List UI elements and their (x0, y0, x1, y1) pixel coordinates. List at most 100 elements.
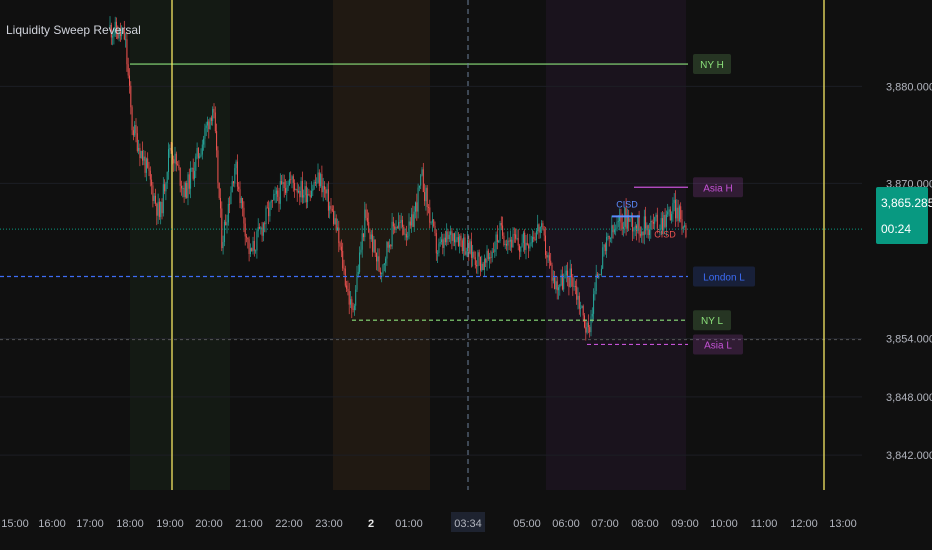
candle-body-306 (507, 240, 509, 246)
candle-body-365 (584, 315, 585, 328)
candle-body-59 (186, 183, 188, 198)
candle-body-404 (634, 225, 636, 230)
candle-body-439 (680, 206, 682, 220)
candle-body-197 (365, 209, 367, 218)
candle-body-199 (368, 222, 370, 233)
candle-body-259 (446, 231, 448, 243)
candle-body-384 (608, 235, 610, 240)
candle-body-441 (682, 226, 684, 229)
candle-body-81 (214, 112, 216, 132)
candle-body-25 (142, 150, 143, 161)
candle-body-78 (210, 117, 212, 121)
x-tick-label-2: 17:00 (76, 518, 104, 530)
candle-body-394 (621, 222, 623, 229)
candle-body-381 (604, 244, 606, 251)
candle-body-135 (285, 188, 286, 193)
y-axis[interactable]: 3,880.0003,870.0003,854.0003,848.0003,84… (886, 81, 932, 462)
candle-body-340 (551, 265, 553, 281)
candle-body-175 (337, 227, 338, 231)
candle-body-437 (677, 207, 679, 221)
candle-body-423 (659, 229, 661, 231)
candle-body-416 (650, 220, 652, 230)
candle-body-179 (342, 250, 344, 269)
candle-body-351 (565, 270, 567, 276)
candle-body-304 (504, 244, 506, 245)
candle-body-361 (578, 295, 580, 309)
x-tick-label-9: 2 (368, 518, 374, 530)
candle-body-61 (188, 174, 190, 189)
candle-body-66 (195, 156, 197, 171)
candle-body-140 (291, 176, 293, 180)
candle-body-240 (421, 169, 423, 176)
x-axis[interactable]: 15:00 16:00 17:00 18:00 19:00 20:00 21:00 22:00… (1, 512, 857, 532)
level-label-0: NY H (700, 60, 724, 71)
candle-body-217 (391, 221, 393, 247)
candle-body-312 (515, 234, 517, 239)
candle-body-435 (675, 199, 676, 219)
candle-body-108 (249, 248, 251, 255)
candle-body-55 (181, 185, 182, 189)
candle-body-23 (139, 147, 141, 159)
candle-body-297 (495, 234, 497, 250)
candle-body-288 (483, 259, 485, 271)
candle-body-352 (567, 270, 569, 278)
candle-body-364 (582, 306, 584, 316)
candle-body-99 (238, 186, 240, 190)
candle-body-56 (182, 187, 184, 189)
candle-body-247 (430, 222, 432, 224)
candle-body-395 (623, 226, 624, 229)
candle-body-339 (550, 260, 552, 266)
candle-body-60 (187, 174, 189, 198)
candle-body-45 (168, 149, 169, 173)
candle-body-14 (127, 64, 129, 76)
candle-body-265 (454, 233, 455, 243)
candle-body-54 (179, 167, 181, 186)
candle-body-248 (431, 219, 433, 223)
candle-body-119 (264, 223, 266, 225)
candle-body-317 (521, 242, 523, 247)
candle-body-355 (571, 268, 572, 278)
candle-body-390 (616, 221, 618, 229)
candle-body-253 (438, 243, 440, 253)
candle-body-209 (381, 272, 383, 274)
level-label-bg-1 (693, 177, 743, 198)
candle-body-359 (576, 286, 578, 300)
candle-body-260 (447, 231, 449, 240)
candle-body-335 (545, 235, 546, 256)
candle-body-210 (382, 265, 384, 273)
candle-body-354 (569, 268, 571, 287)
candle-body-263 (451, 231, 453, 241)
candle-body-327 (534, 238, 536, 240)
candle-body-368 (587, 322, 589, 328)
candle-body-324 (530, 242, 532, 244)
candle-body-360 (577, 295, 579, 300)
candle-body-6 (117, 33, 119, 39)
candle-body-95 (233, 181, 234, 184)
candle-body-196 (364, 209, 366, 238)
candle-body-124 (270, 200, 272, 203)
candle-body-41 (162, 184, 164, 214)
x-tick-label-18: 11:00 (751, 518, 778, 530)
y-tick-label-3: 3,848.000 (886, 392, 932, 404)
candle-body-65 (194, 170, 195, 179)
indicator-title[interactable]: Liquidity Sweep Reversal (6, 23, 141, 37)
candle-body-190 (356, 274, 358, 290)
candle-body-238 (418, 185, 420, 188)
x-tick-label-1: 16:00 (38, 518, 66, 530)
candle-body-24 (140, 150, 142, 159)
candle-body-392 (619, 216, 621, 221)
candle-body-32 (151, 179, 153, 186)
candle-body-67 (196, 148, 198, 157)
overlays: NY H Asia H London L NY L Asia L CISD CISD (0, 0, 862, 490)
candle-body-245 (428, 207, 429, 208)
level-label-bg-3 (693, 310, 731, 331)
candle-body-296 (494, 249, 496, 252)
candle-body-21 (136, 133, 138, 151)
candle-body-145 (298, 190, 299, 193)
candle-body-20 (135, 125, 137, 134)
candle-body-429 (667, 211, 669, 215)
candle-body-182 (346, 285, 348, 289)
candle-body-191 (357, 271, 359, 275)
candle-body-207 (378, 256, 380, 272)
